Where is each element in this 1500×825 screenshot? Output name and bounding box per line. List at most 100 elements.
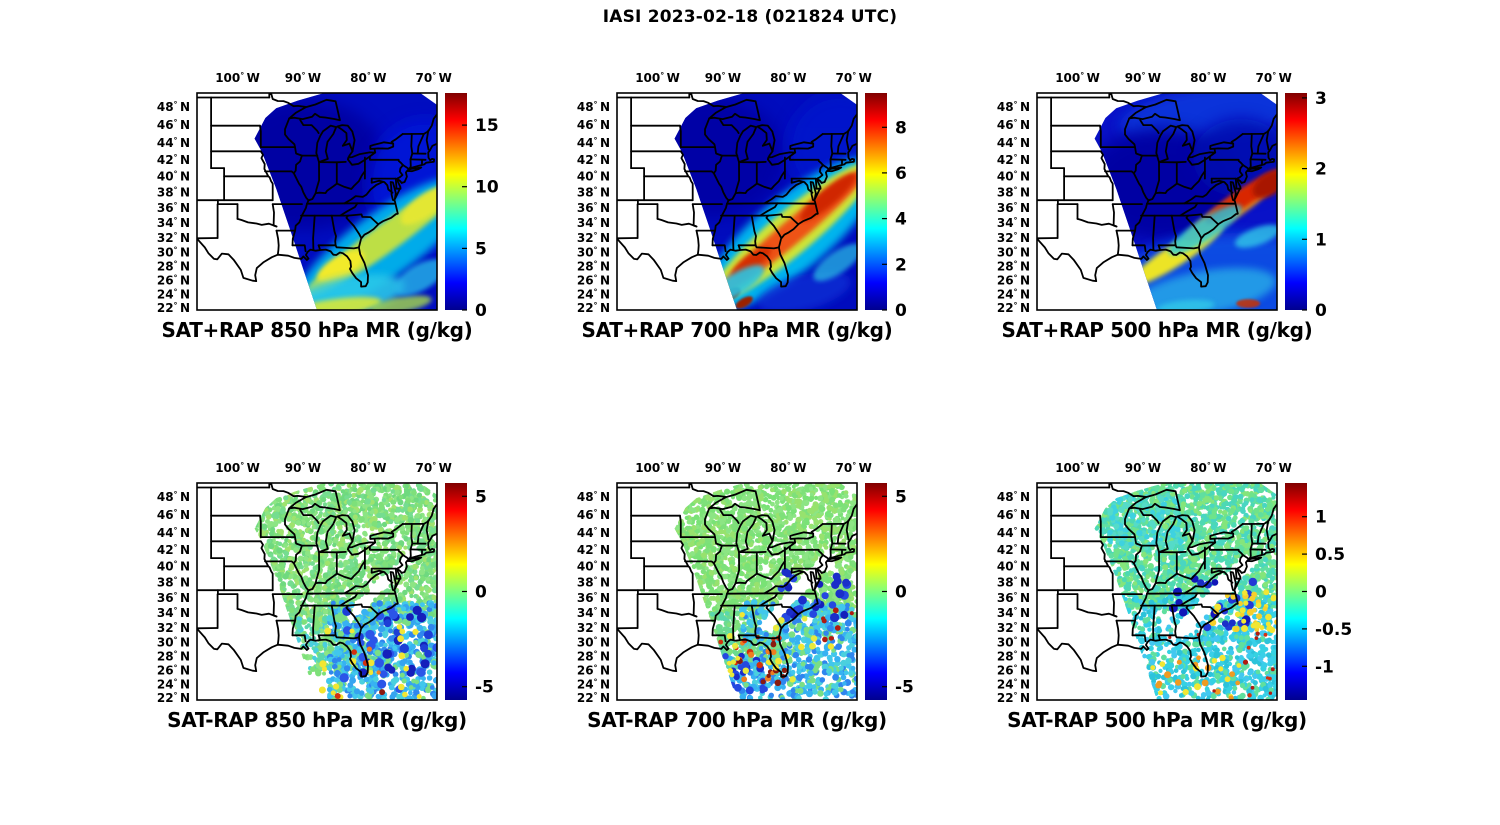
lat-tick-label: 22° N — [997, 691, 1030, 705]
colorbar-tick-label: 0 — [475, 583, 487, 603]
lon-tick-label: 80° W — [1190, 461, 1226, 475]
great-lake-outline — [735, 514, 758, 553]
panel-title: SAT+RAP 500 hPa MR (g/kg) — [1001, 318, 1312, 342]
lat-tick-label: 36° N — [997, 201, 1030, 215]
map-clip-group — [1094, 93, 1277, 310]
lat-tick-label: 38° N — [157, 575, 190, 589]
lat-tick-label: 24° N — [997, 287, 1030, 301]
state-borders-coastline — [197, 483, 437, 678]
colorbar-tick-label: 0 — [1315, 583, 1327, 603]
great-lake-outline — [369, 141, 395, 150]
state-borders-coastline — [197, 93, 437, 288]
lon-tick-label: 70° W — [416, 71, 452, 85]
great-lake-outline — [789, 531, 815, 540]
great-lake-outline — [1176, 124, 1196, 153]
colorbar-tick-label: -5 — [895, 678, 914, 698]
panel-sat-plus-rap-850: 100° W 90° W 80° W 70° W 48° N 46° N 44° N 42° … — [157, 71, 499, 342]
map-frame — [616, 92, 858, 311]
great-lake-outline — [1128, 98, 1181, 122]
lat-tick-label: 22° N — [577, 301, 610, 315]
lat-tick-label: 26° N — [157, 664, 190, 678]
panel-title: SAT+RAP 700 hPa MR (g/kg) — [581, 318, 892, 342]
colorbar-tick-label: 1 — [1315, 508, 1327, 528]
map-clip-group — [674, 483, 857, 700]
lat-tick-label: 46° N — [997, 508, 1030, 522]
lon-tick-label: 80° W — [770, 71, 806, 85]
lon-tick-label: 80° W — [350, 71, 386, 85]
lat-tick-label: 42° N — [577, 543, 610, 557]
colorbar-tick-label: 3 — [1315, 89, 1327, 109]
colorbar — [865, 93, 887, 310]
colorbar — [865, 483, 887, 700]
lat-tick-label: 36° N — [157, 201, 190, 215]
lat-tick-label: 24° N — [577, 677, 610, 691]
lat-tick-label: 32° N — [577, 231, 610, 245]
lat-tick-label: 48° N — [997, 100, 1030, 114]
lat-tick-label: 22° N — [577, 691, 610, 705]
scatter-dots — [254, 483, 437, 700]
lon-tick-label: 70° W — [1256, 71, 1292, 85]
lat-tick-label: 28° N — [157, 260, 190, 274]
lat-tick-label: 24° N — [157, 677, 190, 691]
lat-tick-label: 26° N — [157, 274, 190, 288]
colorbar-tick-label: 2 — [895, 255, 907, 275]
colorbar — [445, 93, 467, 310]
panel-sat-minus-rap-500: 100° W 90° W 80° W 70° W 48° N 46° N 44° N 42° … — [997, 461, 1352, 732]
lat-tick-label: 30° N — [577, 635, 610, 649]
map-frame — [1036, 92, 1278, 311]
great-lake-outline — [708, 488, 761, 512]
great-lake-outline — [789, 141, 815, 150]
colorbar — [445, 483, 467, 700]
map-clip-group — [1094, 483, 1277, 700]
lat-tick-label: 30° N — [997, 245, 1030, 259]
lat-tick-label: 44° N — [577, 136, 610, 150]
great-lake-outline — [1155, 514, 1178, 553]
scatter-dots — [674, 483, 857, 700]
lat-tick-label: 28° N — [997, 260, 1030, 274]
lat-tick-label: 38° N — [157, 185, 190, 199]
great-lake-outline — [1176, 514, 1196, 543]
great-lake-outline — [756, 124, 776, 153]
great-lake-outline — [347, 541, 377, 556]
scatter-dots — [1094, 483, 1277, 700]
great-lake-outline — [315, 124, 338, 163]
lon-tick-label: 70° W — [836, 71, 872, 85]
lat-tick-label: 40° N — [577, 169, 610, 183]
lat-tick-label: 36° N — [157, 591, 190, 605]
colorbar-tick-label: 4 — [895, 210, 907, 230]
great-lake-outline — [767, 151, 797, 166]
panel-title: SAT-RAP 500 hPa MR (g/kg) — [1007, 708, 1307, 732]
lat-tick-label: 44° N — [997, 526, 1030, 540]
lat-tick-label: 38° N — [577, 575, 610, 589]
lat-tick-label: 40° N — [997, 559, 1030, 573]
lat-tick-label: 40° N — [157, 169, 190, 183]
lon-tick-label: 90° W — [705, 71, 741, 85]
lat-tick-label: 36° N — [577, 591, 610, 605]
lat-tick-label: 28° N — [997, 650, 1030, 664]
lat-tick-label: 24° N — [157, 287, 190, 301]
lat-tick-label: 44° N — [997, 136, 1030, 150]
panel-title: SAT-RAP 850 hPa MR (g/kg) — [167, 708, 467, 732]
great-lake-outline — [756, 514, 776, 543]
lat-tick-label: 26° N — [997, 274, 1030, 288]
colorbar-tick-label: -0.5 — [1315, 620, 1352, 640]
map-frame — [616, 482, 858, 701]
great-lake-outline — [347, 151, 377, 166]
great-lake-outline — [708, 98, 761, 122]
lon-tick-label: 90° W — [1125, 461, 1161, 475]
lat-tick-label: 28° N — [157, 650, 190, 664]
lon-tick-label: 100° W — [1055, 71, 1100, 85]
lon-tick-label: 90° W — [1125, 71, 1161, 85]
lon-tick-label: 70° W — [836, 461, 872, 475]
great-lake-outline — [1155, 124, 1178, 163]
colorbar-tick-label: 15 — [475, 116, 499, 136]
lat-tick-label: 26° N — [577, 664, 610, 678]
colorbar-tick-label: 0 — [1315, 301, 1327, 321]
great-lake-outline — [315, 514, 338, 553]
panel-sat-plus-rap-500: 100° W 90° W 80° W 70° W 48° N 46° N 44° N 42° … — [997, 71, 1327, 342]
lat-tick-label: 32° N — [157, 231, 190, 245]
lon-tick-label: 80° W — [350, 461, 386, 475]
map-clip-group — [674, 93, 857, 310]
great-lake-outline — [735, 124, 758, 163]
